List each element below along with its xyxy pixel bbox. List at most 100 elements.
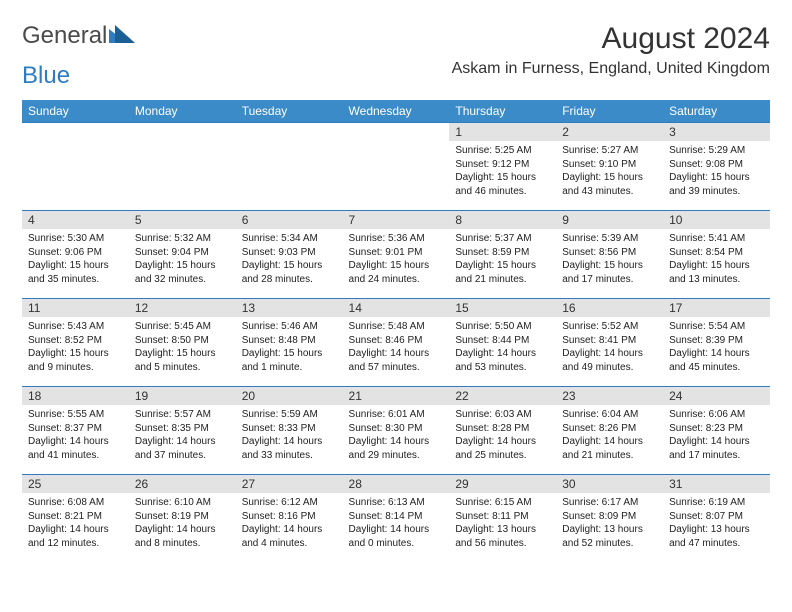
weekday-header: Wednesday	[343, 100, 450, 123]
calendar-day-cell: 3Sunrise: 5:29 AMSunset: 9:08 PMDaylight…	[663, 123, 770, 211]
calendar-day-cell: 1Sunrise: 5:25 AMSunset: 9:12 PMDaylight…	[449, 123, 556, 211]
day-number: 23	[556, 387, 663, 405]
day-details: Sunrise: 5:32 AMSunset: 9:04 PMDaylight:…	[129, 229, 236, 290]
day-details: Sunrise: 6:01 AMSunset: 8:30 PMDaylight:…	[343, 405, 450, 466]
calendar-week-row: 11Sunrise: 5:43 AMSunset: 8:52 PMDayligh…	[22, 299, 770, 387]
calendar-day-cell: 4Sunrise: 5:30 AMSunset: 9:06 PMDaylight…	[22, 211, 129, 299]
day-details: Sunrise: 5:48 AMSunset: 8:46 PMDaylight:…	[343, 317, 450, 378]
calendar-day-cell: 21Sunrise: 6:01 AMSunset: 8:30 PMDayligh…	[343, 387, 450, 475]
day-number: 5	[129, 211, 236, 229]
day-number: 22	[449, 387, 556, 405]
calendar-day-cell: 7Sunrise: 5:36 AMSunset: 9:01 PMDaylight…	[343, 211, 450, 299]
day-details: Sunrise: 5:46 AMSunset: 8:48 PMDaylight:…	[236, 317, 343, 378]
calendar-day-cell: 26Sunrise: 6:10 AMSunset: 8:19 PMDayligh…	[129, 475, 236, 563]
day-number: 10	[663, 211, 770, 229]
calendar-day-cell: 22Sunrise: 6:03 AMSunset: 8:28 PMDayligh…	[449, 387, 556, 475]
day-details: Sunrise: 5:41 AMSunset: 8:54 PMDaylight:…	[663, 229, 770, 290]
calendar-day-cell: 28Sunrise: 6:13 AMSunset: 8:14 PMDayligh…	[343, 475, 450, 563]
calendar-empty-cell	[129, 123, 236, 211]
day-number: 3	[663, 123, 770, 141]
day-number: 24	[663, 387, 770, 405]
day-details: Sunrise: 5:37 AMSunset: 8:59 PMDaylight:…	[449, 229, 556, 290]
logo-text-general: General	[22, 22, 107, 50]
day-details: Sunrise: 6:08 AMSunset: 8:21 PMDaylight:…	[22, 493, 129, 554]
day-details: Sunrise: 6:06 AMSunset: 8:23 PMDaylight:…	[663, 405, 770, 466]
weekday-header: Friday	[556, 100, 663, 123]
calendar-day-cell: 27Sunrise: 6:12 AMSunset: 8:16 PMDayligh…	[236, 475, 343, 563]
day-number: 15	[449, 299, 556, 317]
day-number: 13	[236, 299, 343, 317]
day-number: 27	[236, 475, 343, 493]
day-details: Sunrise: 6:13 AMSunset: 8:14 PMDaylight:…	[343, 493, 450, 554]
day-number: 2	[556, 123, 663, 141]
day-number: 20	[236, 387, 343, 405]
logo: General	[22, 22, 135, 50]
calendar-day-cell: 30Sunrise: 6:17 AMSunset: 8:09 PMDayligh…	[556, 475, 663, 563]
day-details: Sunrise: 5:43 AMSunset: 8:52 PMDaylight:…	[22, 317, 129, 378]
day-details: Sunrise: 5:34 AMSunset: 9:03 PMDaylight:…	[236, 229, 343, 290]
calendar-day-cell: 19Sunrise: 5:57 AMSunset: 8:35 PMDayligh…	[129, 387, 236, 475]
calendar-week-row: 4Sunrise: 5:30 AMSunset: 9:06 PMDaylight…	[22, 211, 770, 299]
day-details: Sunrise: 5:57 AMSunset: 8:35 PMDaylight:…	[129, 405, 236, 466]
day-number: 26	[129, 475, 236, 493]
day-details: Sunrise: 6:12 AMSunset: 8:16 PMDaylight:…	[236, 493, 343, 554]
day-number: 14	[343, 299, 450, 317]
calendar-day-cell: 12Sunrise: 5:45 AMSunset: 8:50 PMDayligh…	[129, 299, 236, 387]
weekday-header-row: SundayMondayTuesdayWednesdayThursdayFrid…	[22, 100, 770, 123]
day-number: 17	[663, 299, 770, 317]
calendar-day-cell: 13Sunrise: 5:46 AMSunset: 8:48 PMDayligh…	[236, 299, 343, 387]
calendar-empty-cell	[236, 123, 343, 211]
day-details: Sunrise: 5:27 AMSunset: 9:10 PMDaylight:…	[556, 141, 663, 202]
calendar-day-cell: 15Sunrise: 5:50 AMSunset: 8:44 PMDayligh…	[449, 299, 556, 387]
month-title: August 2024	[452, 22, 770, 56]
calendar-empty-cell	[343, 123, 450, 211]
day-number: 28	[343, 475, 450, 493]
day-details: Sunrise: 5:52 AMSunset: 8:41 PMDaylight:…	[556, 317, 663, 378]
day-details: Sunrise: 6:15 AMSunset: 8:11 PMDaylight:…	[449, 493, 556, 554]
calendar-day-cell: 8Sunrise: 5:37 AMSunset: 8:59 PMDaylight…	[449, 211, 556, 299]
calendar-week-row: 18Sunrise: 5:55 AMSunset: 8:37 PMDayligh…	[22, 387, 770, 475]
day-number: 19	[129, 387, 236, 405]
day-number: 4	[22, 211, 129, 229]
day-number: 29	[449, 475, 556, 493]
weekday-header: Monday	[129, 100, 236, 123]
calendar-day-cell: 31Sunrise: 6:19 AMSunset: 8:07 PMDayligh…	[663, 475, 770, 563]
calendar-day-cell: 29Sunrise: 6:15 AMSunset: 8:11 PMDayligh…	[449, 475, 556, 563]
calendar-day-cell: 23Sunrise: 6:04 AMSunset: 8:26 PMDayligh…	[556, 387, 663, 475]
calendar-day-cell: 2Sunrise: 5:27 AMSunset: 9:10 PMDaylight…	[556, 123, 663, 211]
day-number: 25	[22, 475, 129, 493]
day-details: Sunrise: 5:55 AMSunset: 8:37 PMDaylight:…	[22, 405, 129, 466]
day-details: Sunrise: 5:25 AMSunset: 9:12 PMDaylight:…	[449, 141, 556, 202]
day-number: 18	[22, 387, 129, 405]
day-number: 7	[343, 211, 450, 229]
logo-triangle-icon	[109, 22, 135, 50]
day-number: 8	[449, 211, 556, 229]
calendar-day-cell: 11Sunrise: 5:43 AMSunset: 8:52 PMDayligh…	[22, 299, 129, 387]
calendar-day-cell: 24Sunrise: 6:06 AMSunset: 8:23 PMDayligh…	[663, 387, 770, 475]
day-details: Sunrise: 6:03 AMSunset: 8:28 PMDaylight:…	[449, 405, 556, 466]
day-number: 31	[663, 475, 770, 493]
day-number: 6	[236, 211, 343, 229]
weekday-header: Tuesday	[236, 100, 343, 123]
calendar-day-cell: 9Sunrise: 5:39 AMSunset: 8:56 PMDaylight…	[556, 211, 663, 299]
calendar-table: SundayMondayTuesdayWednesdayThursdayFrid…	[22, 100, 770, 563]
calendar-week-row: 25Sunrise: 6:08 AMSunset: 8:21 PMDayligh…	[22, 475, 770, 563]
day-details: Sunrise: 5:29 AMSunset: 9:08 PMDaylight:…	[663, 141, 770, 202]
calendar-day-cell: 16Sunrise: 5:52 AMSunset: 8:41 PMDayligh…	[556, 299, 663, 387]
day-details: Sunrise: 5:36 AMSunset: 9:01 PMDaylight:…	[343, 229, 450, 290]
calendar-day-cell: 18Sunrise: 5:55 AMSunset: 8:37 PMDayligh…	[22, 387, 129, 475]
calendar-day-cell: 14Sunrise: 5:48 AMSunset: 8:46 PMDayligh…	[343, 299, 450, 387]
calendar-day-cell: 5Sunrise: 5:32 AMSunset: 9:04 PMDaylight…	[129, 211, 236, 299]
day-number: 11	[22, 299, 129, 317]
day-number: 12	[129, 299, 236, 317]
day-details: Sunrise: 6:10 AMSunset: 8:19 PMDaylight:…	[129, 493, 236, 554]
weekday-header: Sunday	[22, 100, 129, 123]
day-details: Sunrise: 5:39 AMSunset: 8:56 PMDaylight:…	[556, 229, 663, 290]
day-number: 30	[556, 475, 663, 493]
day-details: Sunrise: 5:50 AMSunset: 8:44 PMDaylight:…	[449, 317, 556, 378]
weekday-header: Saturday	[663, 100, 770, 123]
day-number: 9	[556, 211, 663, 229]
day-number: 16	[556, 299, 663, 317]
day-details: Sunrise: 6:04 AMSunset: 8:26 PMDaylight:…	[556, 405, 663, 466]
location: Askam in Furness, England, United Kingdo…	[452, 60, 770, 78]
